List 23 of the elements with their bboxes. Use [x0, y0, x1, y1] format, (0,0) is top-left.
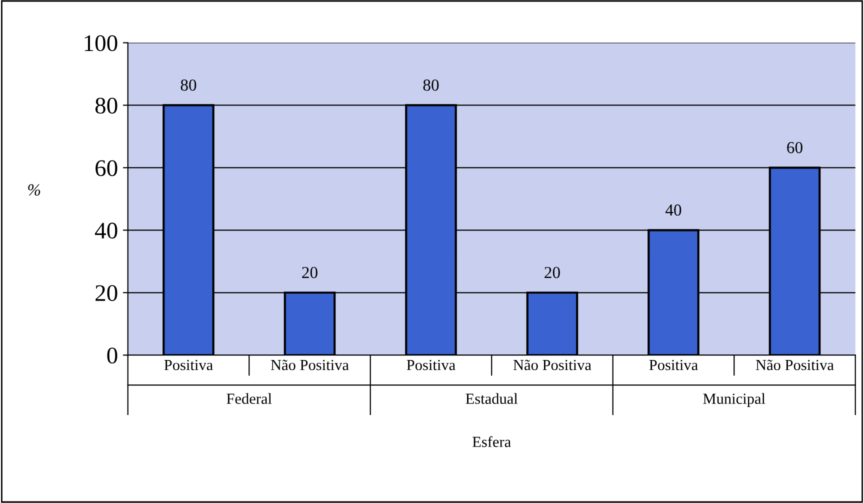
y-tick-label: 100 [84, 35, 118, 52]
data-label: 20 [302, 266, 318, 278]
x-tick-label: Não Positiva [756, 360, 834, 370]
text: Federal [226, 393, 272, 404]
data-label: 20 [544, 266, 560, 278]
text: Estadual [466, 393, 518, 404]
x-tick-label: Não Positiva [513, 360, 592, 370]
x-tick-label: Positiva [649, 360, 698, 370]
y-tick-label: 80 [95, 98, 118, 114]
data-label: 80 [423, 79, 439, 91]
y-tick-label: 40 [95, 222, 118, 239]
data-label: 80 [180, 79, 196, 91]
y-axis-title: % [28, 184, 40, 196]
x-tick-label: Positiva [406, 360, 456, 370]
y-tick-label: 60 [96, 160, 118, 176]
y-tick-label: 20 [96, 285, 118, 302]
text: Municipal [703, 393, 766, 408]
x-tick-label: Positiva [164, 360, 213, 370]
data-label: 40 [665, 204, 682, 216]
x-axis-title: Esfera [472, 436, 511, 448]
y-tick-label: 0 [107, 348, 118, 364]
x-tick-label: Não Positiva [270, 360, 349, 370]
data-label: 60 [787, 142, 802, 154]
